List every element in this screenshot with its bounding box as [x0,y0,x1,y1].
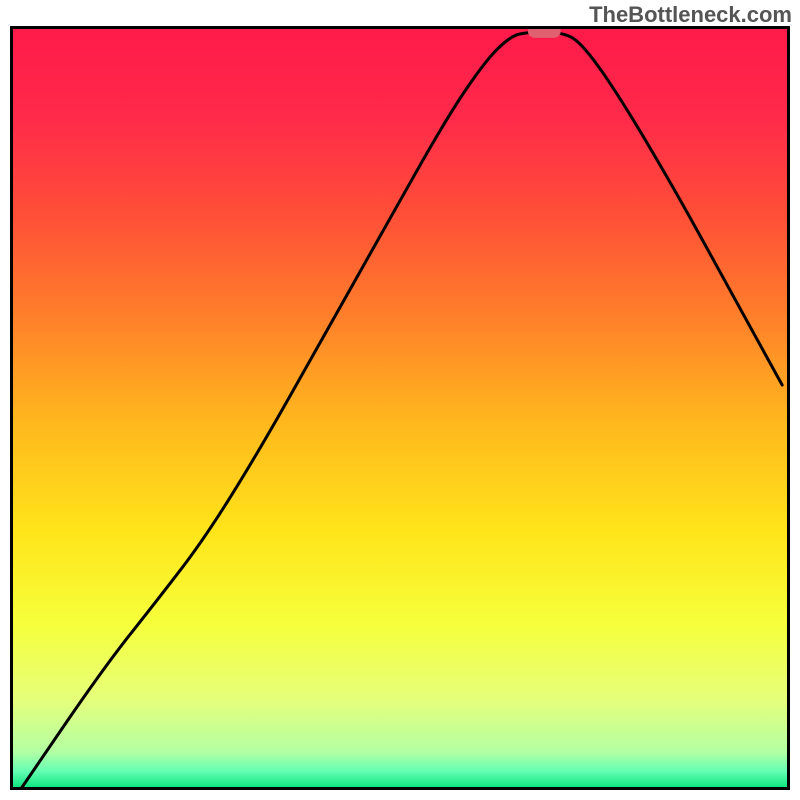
chart-background [10,26,790,790]
chart-svg [10,26,790,790]
chart-area [10,26,790,790]
watermark-text: TheBottleneck.com [589,2,792,28]
chart-container: TheBottleneck.com [0,0,800,800]
